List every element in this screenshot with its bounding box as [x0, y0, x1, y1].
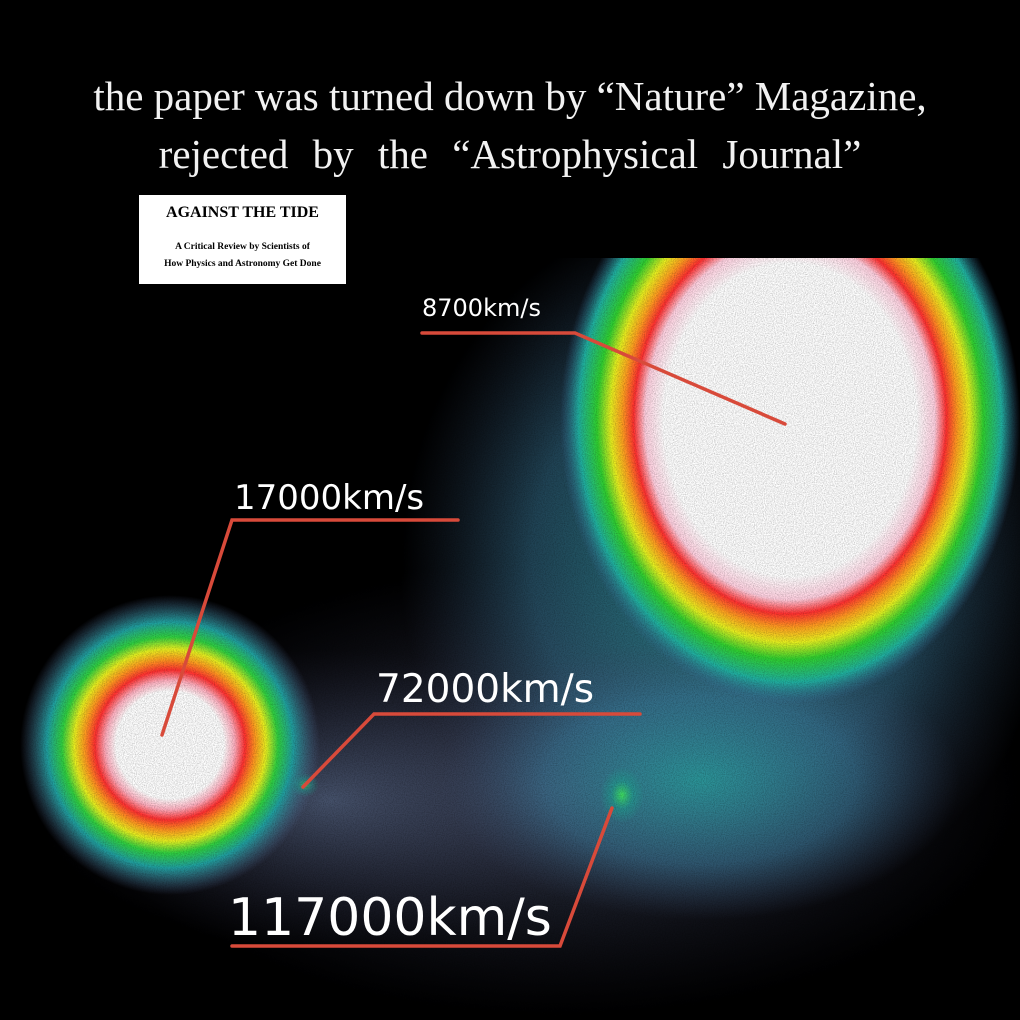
book-cover-card: AGAINST THE TIDE A Critical Review by Sc… [139, 195, 346, 284]
caption-line-2: rejected by the “Astrophysical Journal” [158, 131, 862, 177]
velocity-label-left-object: 17000km/s [234, 478, 425, 518]
book-subtitle-line-2: How Physics and Astronomy Get Done [164, 259, 321, 269]
pointer-72000 [301, 712, 642, 789]
pointer-lines [160, 331, 787, 948]
book-title: AGAINST THE TIDE [166, 204, 319, 221]
pointer-117000 [230, 806, 614, 948]
pointer-8700 [420, 331, 787, 426]
book-subtitle-line-1: A Critical Review by Scientists of [175, 242, 310, 252]
velocity-label-bridge-object: 72000km/s [376, 667, 595, 712]
caption-line-1: the paper was turned down by “Nature” Ma… [93, 73, 927, 119]
velocity-label-main-galaxy: 8700km/s [422, 294, 541, 322]
pointer-17000 [160, 518, 460, 737]
velocity-label-lower-object: 117000km/s [228, 888, 552, 948]
